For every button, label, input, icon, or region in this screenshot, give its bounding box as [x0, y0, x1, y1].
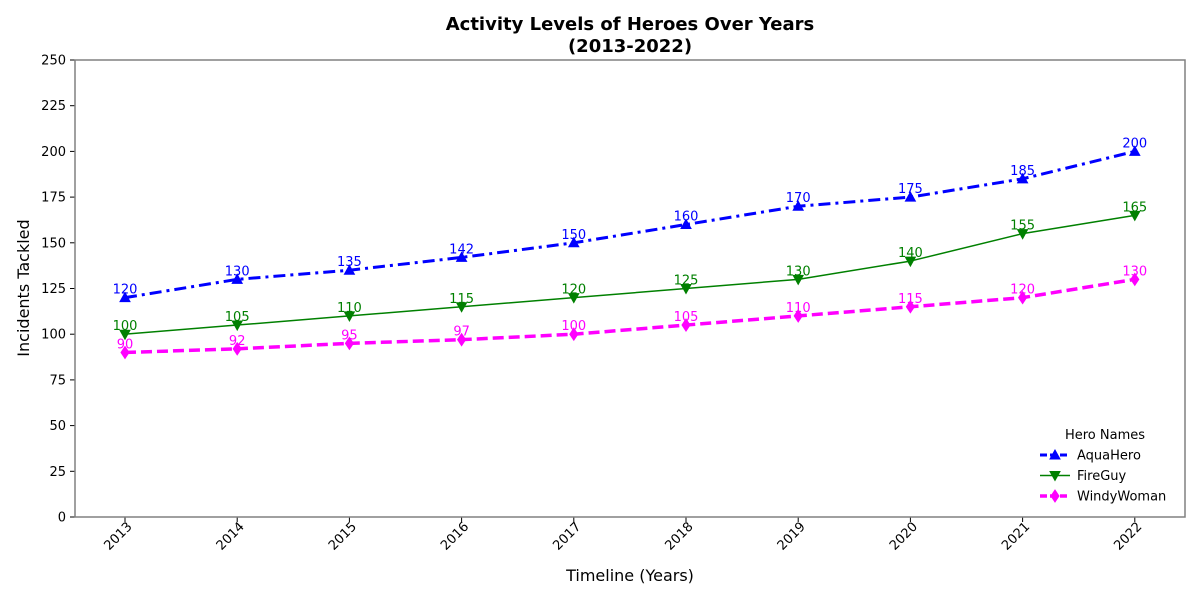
data-point-windywoman [232, 341, 242, 356]
data-point-fireguy [567, 293, 580, 304]
x-tick-label: 2021 [999, 520, 1033, 554]
legend-label-windywoman: WindyWoman [1077, 490, 1166, 505]
y-tick-label: 200 [41, 145, 66, 160]
data-point-fireguy [1128, 210, 1141, 222]
data-label-aquahero: 175 [898, 182, 923, 197]
data-label-windywoman: 115 [898, 292, 923, 307]
legend-label-aquahero: AquaHero [1077, 449, 1141, 464]
data-point-aquahero [567, 236, 580, 248]
data-point-fireguy [1016, 229, 1029, 240]
plot-frame [74, 59, 1186, 518]
x-axis-label: Timeline (Years) [565, 566, 694, 585]
data-label-windywoman: 95 [341, 328, 358, 343]
series-line-aquahero [124, 149, 1136, 300]
data-point-aquahero [455, 251, 468, 262]
data-label-windywoman: 97 [453, 325, 470, 340]
chart-title-line2: (2013-2022) [568, 36, 692, 57]
data-point-aquahero [792, 200, 805, 211]
series-line-windywoman [124, 277, 1136, 355]
y-tick-label: 125 [41, 282, 66, 297]
legend-marker-fireguy [1049, 471, 1061, 482]
data-point-windywoman [456, 332, 467, 347]
data-point-windywoman [1017, 290, 1028, 305]
data-label-aquahero: 160 [674, 210, 699, 225]
y-tick-label: 250 [41, 54, 66, 69]
data-label-fireguy: 100 [113, 319, 138, 334]
data-label-windywoman: 120 [1010, 283, 1035, 298]
data-point-fireguy [904, 256, 917, 268]
data-point-windywoman [120, 345, 130, 360]
data-point-fireguy [455, 302, 468, 313]
data-point-aquahero [680, 218, 692, 230]
y-tick-label: 150 [41, 236, 66, 251]
data-point-aquahero [1016, 172, 1029, 184]
data-point-windywoman [793, 309, 803, 323]
data-point-windywoman [905, 299, 916, 314]
y-tick-label: 100 [41, 328, 66, 343]
chart-title-line1: Activity Levels of Heroes Over Years [446, 14, 815, 35]
data-label-fireguy: 105 [225, 310, 250, 325]
y-tick-label: 25 [49, 465, 66, 480]
data-point-windywoman [681, 318, 691, 332]
y-axis-label: Incidents Tackled [14, 219, 33, 356]
legend-marker-windywoman [1050, 489, 1060, 503]
data-point-aquahero [231, 273, 244, 284]
data-label-aquahero: 142 [449, 242, 474, 257]
data-label-fireguy: 155 [1010, 219, 1035, 234]
x-tick-label: 2014 [214, 520, 248, 554]
legend-title: Hero Names [1065, 428, 1145, 443]
data-point-fireguy [680, 284, 692, 295]
data-label-windywoman: 92 [229, 334, 246, 349]
legend-label-fireguy: FireGuy [1077, 469, 1127, 484]
data-label-aquahero: 135 [337, 255, 362, 270]
data-point-fireguy [792, 274, 805, 286]
data-label-windywoman: 105 [674, 310, 699, 325]
data-label-fireguy: 140 [898, 246, 923, 261]
data-label-aquahero: 130 [225, 264, 250, 279]
data-label-fireguy: 110 [337, 301, 362, 316]
data-point-aquahero [904, 191, 917, 202]
data-point-aquahero [343, 264, 356, 275]
data-label-aquahero: 120 [113, 283, 138, 298]
y-tick-label: 225 [41, 99, 66, 114]
y-tick-label: 175 [41, 191, 66, 206]
data-label-fireguy: 130 [786, 264, 811, 279]
x-tick-label: 2019 [775, 520, 809, 554]
data-point-aquahero [1128, 145, 1141, 156]
data-point-windywoman [569, 327, 579, 342]
data-label-aquahero: 170 [786, 191, 811, 206]
legend-marker-aquahero [1049, 448, 1061, 460]
data-label-aquahero: 185 [1010, 164, 1035, 179]
data-point-fireguy [119, 329, 131, 341]
x-tick-label: 2016 [438, 520, 472, 554]
data-label-fireguy: 165 [1122, 200, 1147, 215]
data-label-windywoman: 130 [1122, 264, 1147, 279]
x-tick-label: 2022 [1111, 520, 1145, 554]
data-label-windywoman: 90 [117, 337, 134, 352]
plot-area: 0 25 50 75 100 125 150 175 200 225 250 2013 2014 2015… [41, 54, 1147, 554]
data-point-windywoman [1130, 272, 1140, 287]
series-line-fireguy [124, 214, 1135, 335]
x-tick-label: 2020 [887, 520, 921, 554]
y-tick-label: 75 [49, 373, 66, 388]
y-tick-label: 50 [49, 419, 66, 434]
data-label-windywoman: 110 [786, 301, 811, 316]
legend: Hero Names AquaHero FireGuy WindyWoman [1040, 428, 1166, 505]
x-tick-label: 2013 [102, 520, 136, 554]
data-point-windywoman [344, 336, 355, 351]
data-label-fireguy: 120 [561, 283, 586, 298]
x-tick-label: 2017 [550, 520, 584, 554]
x-tick-label: 2018 [663, 520, 697, 554]
x-tick-label: 2015 [326, 520, 360, 554]
data-label-fireguy: 115 [449, 292, 474, 307]
data-label-aquahero: 150 [561, 228, 586, 243]
data-point-fireguy [231, 320, 244, 332]
data-point-aquahero [119, 291, 131, 303]
data-label-aquahero: 200 [1122, 136, 1147, 151]
data-label-windywoman: 100 [561, 319, 586, 334]
data-point-fireguy [343, 311, 356, 322]
data-label-fireguy: 125 [674, 274, 699, 289]
y-tick-label: 0 [58, 511, 66, 526]
